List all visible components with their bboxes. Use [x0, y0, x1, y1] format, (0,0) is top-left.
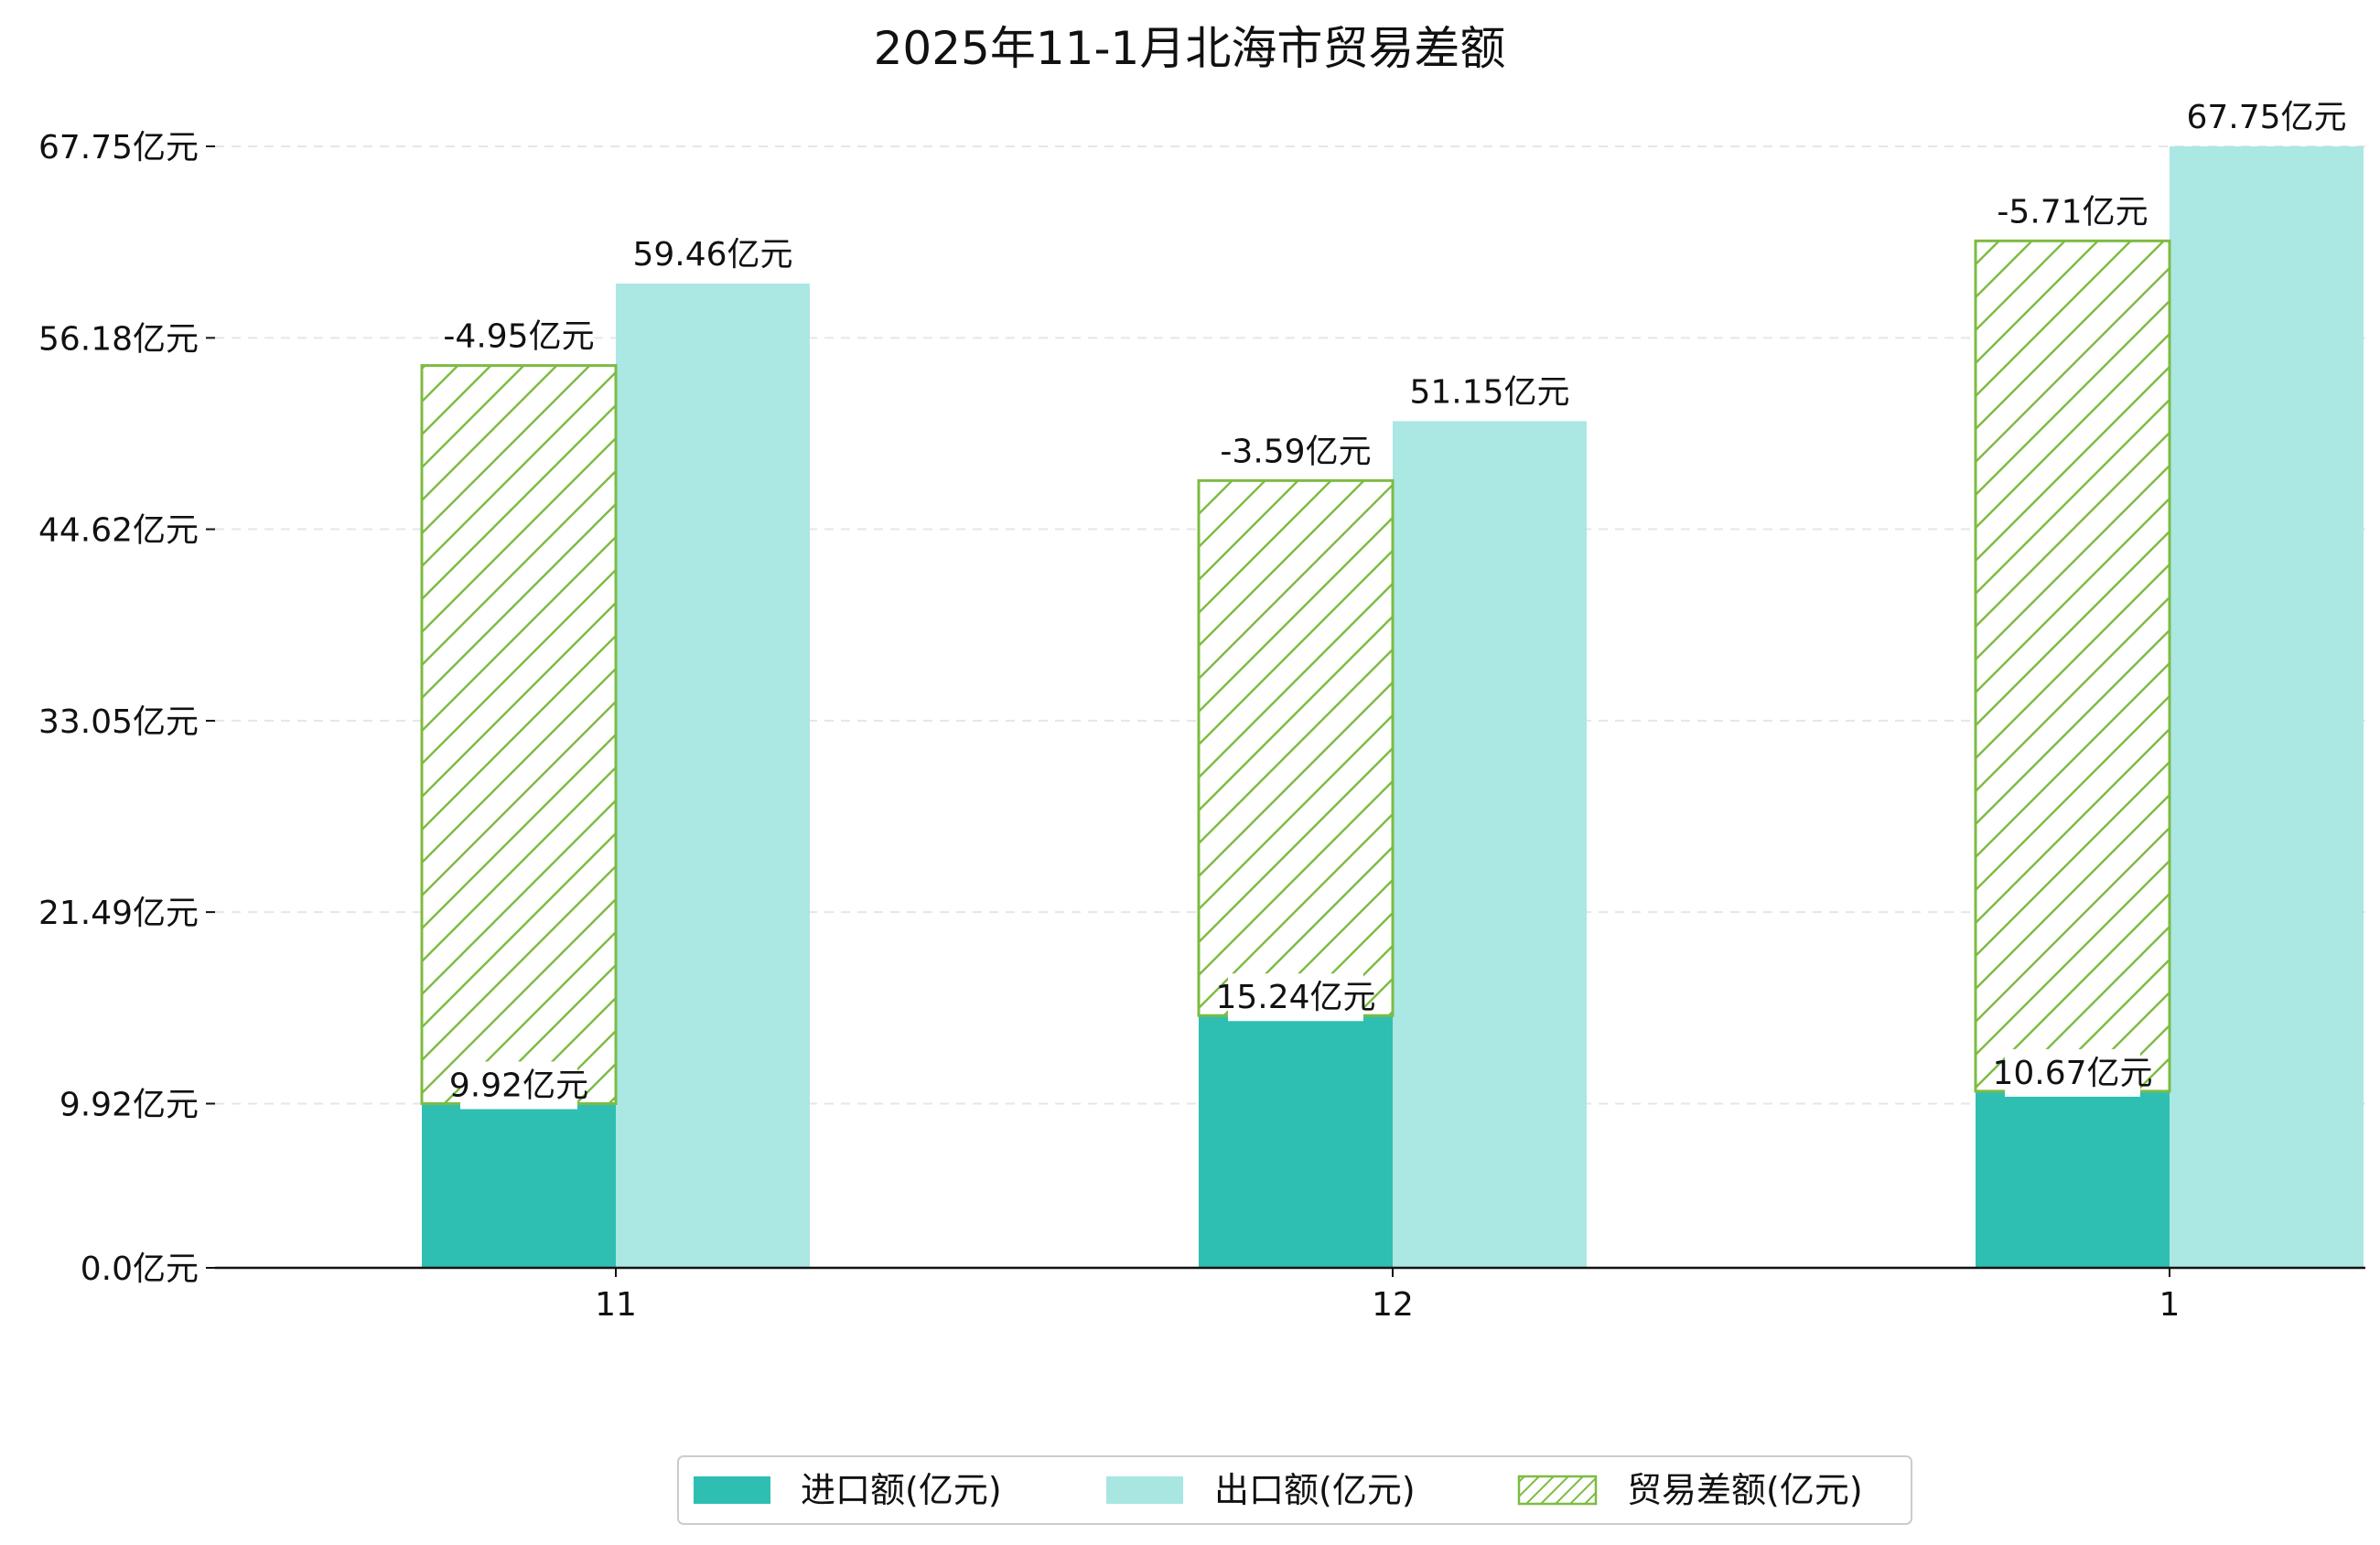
- data-labels: 9.92亿元 59.46亿元 -4.95亿元 15.24亿元 51.15亿元 -3.59亿…: [443, 93, 2347, 1110]
- bar-balance: [1197, 478, 1395, 1017]
- data-label-bg: [451, 312, 587, 360]
- data-label: 10.67亿元: [1992, 1055, 2152, 1092]
- bar-import: [422, 1103, 616, 1268]
- x-tick-label: 11: [595, 1286, 637, 1324]
- y-tick-label: 21.49亿元: [38, 895, 199, 932]
- bar-balance: [1974, 239, 2171, 1093]
- data-label: 67.75亿元: [2186, 99, 2346, 136]
- bar-import: [1199, 1015, 1393, 1268]
- legend: 进口额(亿元) 出口额(亿元) 贸易差额(亿元): [677, 1455, 1912, 1525]
- y-tick-label: 33.05亿元: [38, 703, 199, 741]
- y-tick-label: 9.92亿元: [59, 1086, 199, 1123]
- data-label: 59.46亿元: [632, 236, 792, 274]
- legend-label-import: 进口额(亿元): [801, 1470, 1002, 1510]
- x-tick-label: 1: [2159, 1286, 2181, 1324]
- data-label-bg: [2005, 188, 2140, 236]
- data-label-bg: [1228, 427, 1363, 476]
- data-label-bg: [460, 1061, 577, 1110]
- data-label-bg: [1228, 973, 1363, 1022]
- y-axis: 0.0亿元 9.92亿元 21.49亿元 33.05亿元 44.62亿元 56.18亿元 6…: [38, 129, 215, 1288]
- data-label-bg: [2005, 1048, 2140, 1097]
- bar-export: [616, 284, 810, 1268]
- data-label: 9.92亿元: [449, 1067, 588, 1104]
- x-tick-label: 12: [1372, 1286, 1414, 1324]
- legend-box: [677, 1455, 1912, 1525]
- data-label: 15.24亿元: [1215, 979, 1375, 1016]
- legend-swatch-import: [694, 1476, 770, 1504]
- y-tick-label: 0.0亿元: [81, 1250, 199, 1288]
- legend-swatch-balance: [1517, 1475, 1598, 1506]
- legend-swatch-export: [1106, 1476, 1183, 1504]
- chart-title: 2025年11-1月北海市贸易差额: [874, 22, 1506, 75]
- x-axis: 11 12 1: [215, 1266, 2365, 1324]
- data-label: -4.95亿元: [443, 318, 594, 356]
- data-label: -5.71亿元: [1997, 193, 2148, 231]
- data-label: -3.59亿元: [1220, 433, 1371, 470]
- legend-label-balance: 贸易差额(亿元): [1627, 1470, 1863, 1510]
- data-label-bg: [2199, 93, 2334, 141]
- data-label-bg: [1422, 368, 1557, 416]
- data-label-bg: [645, 231, 781, 279]
- bar-import: [1976, 1090, 2170, 1268]
- y-tick-label: 67.75亿元: [38, 129, 199, 166]
- y-tick-label: 56.18亿元: [38, 320, 199, 358]
- bars: [420, 146, 2364, 1269]
- bar-export: [1393, 421, 1587, 1269]
- bar-export: [2170, 146, 2364, 1268]
- bar-balance: [420, 364, 618, 1105]
- y-tick-label: 44.62亿元: [38, 512, 199, 550]
- legend-label-export: 出口额(亿元): [1214, 1470, 1416, 1510]
- data-label: 51.15亿元: [1409, 373, 1569, 411]
